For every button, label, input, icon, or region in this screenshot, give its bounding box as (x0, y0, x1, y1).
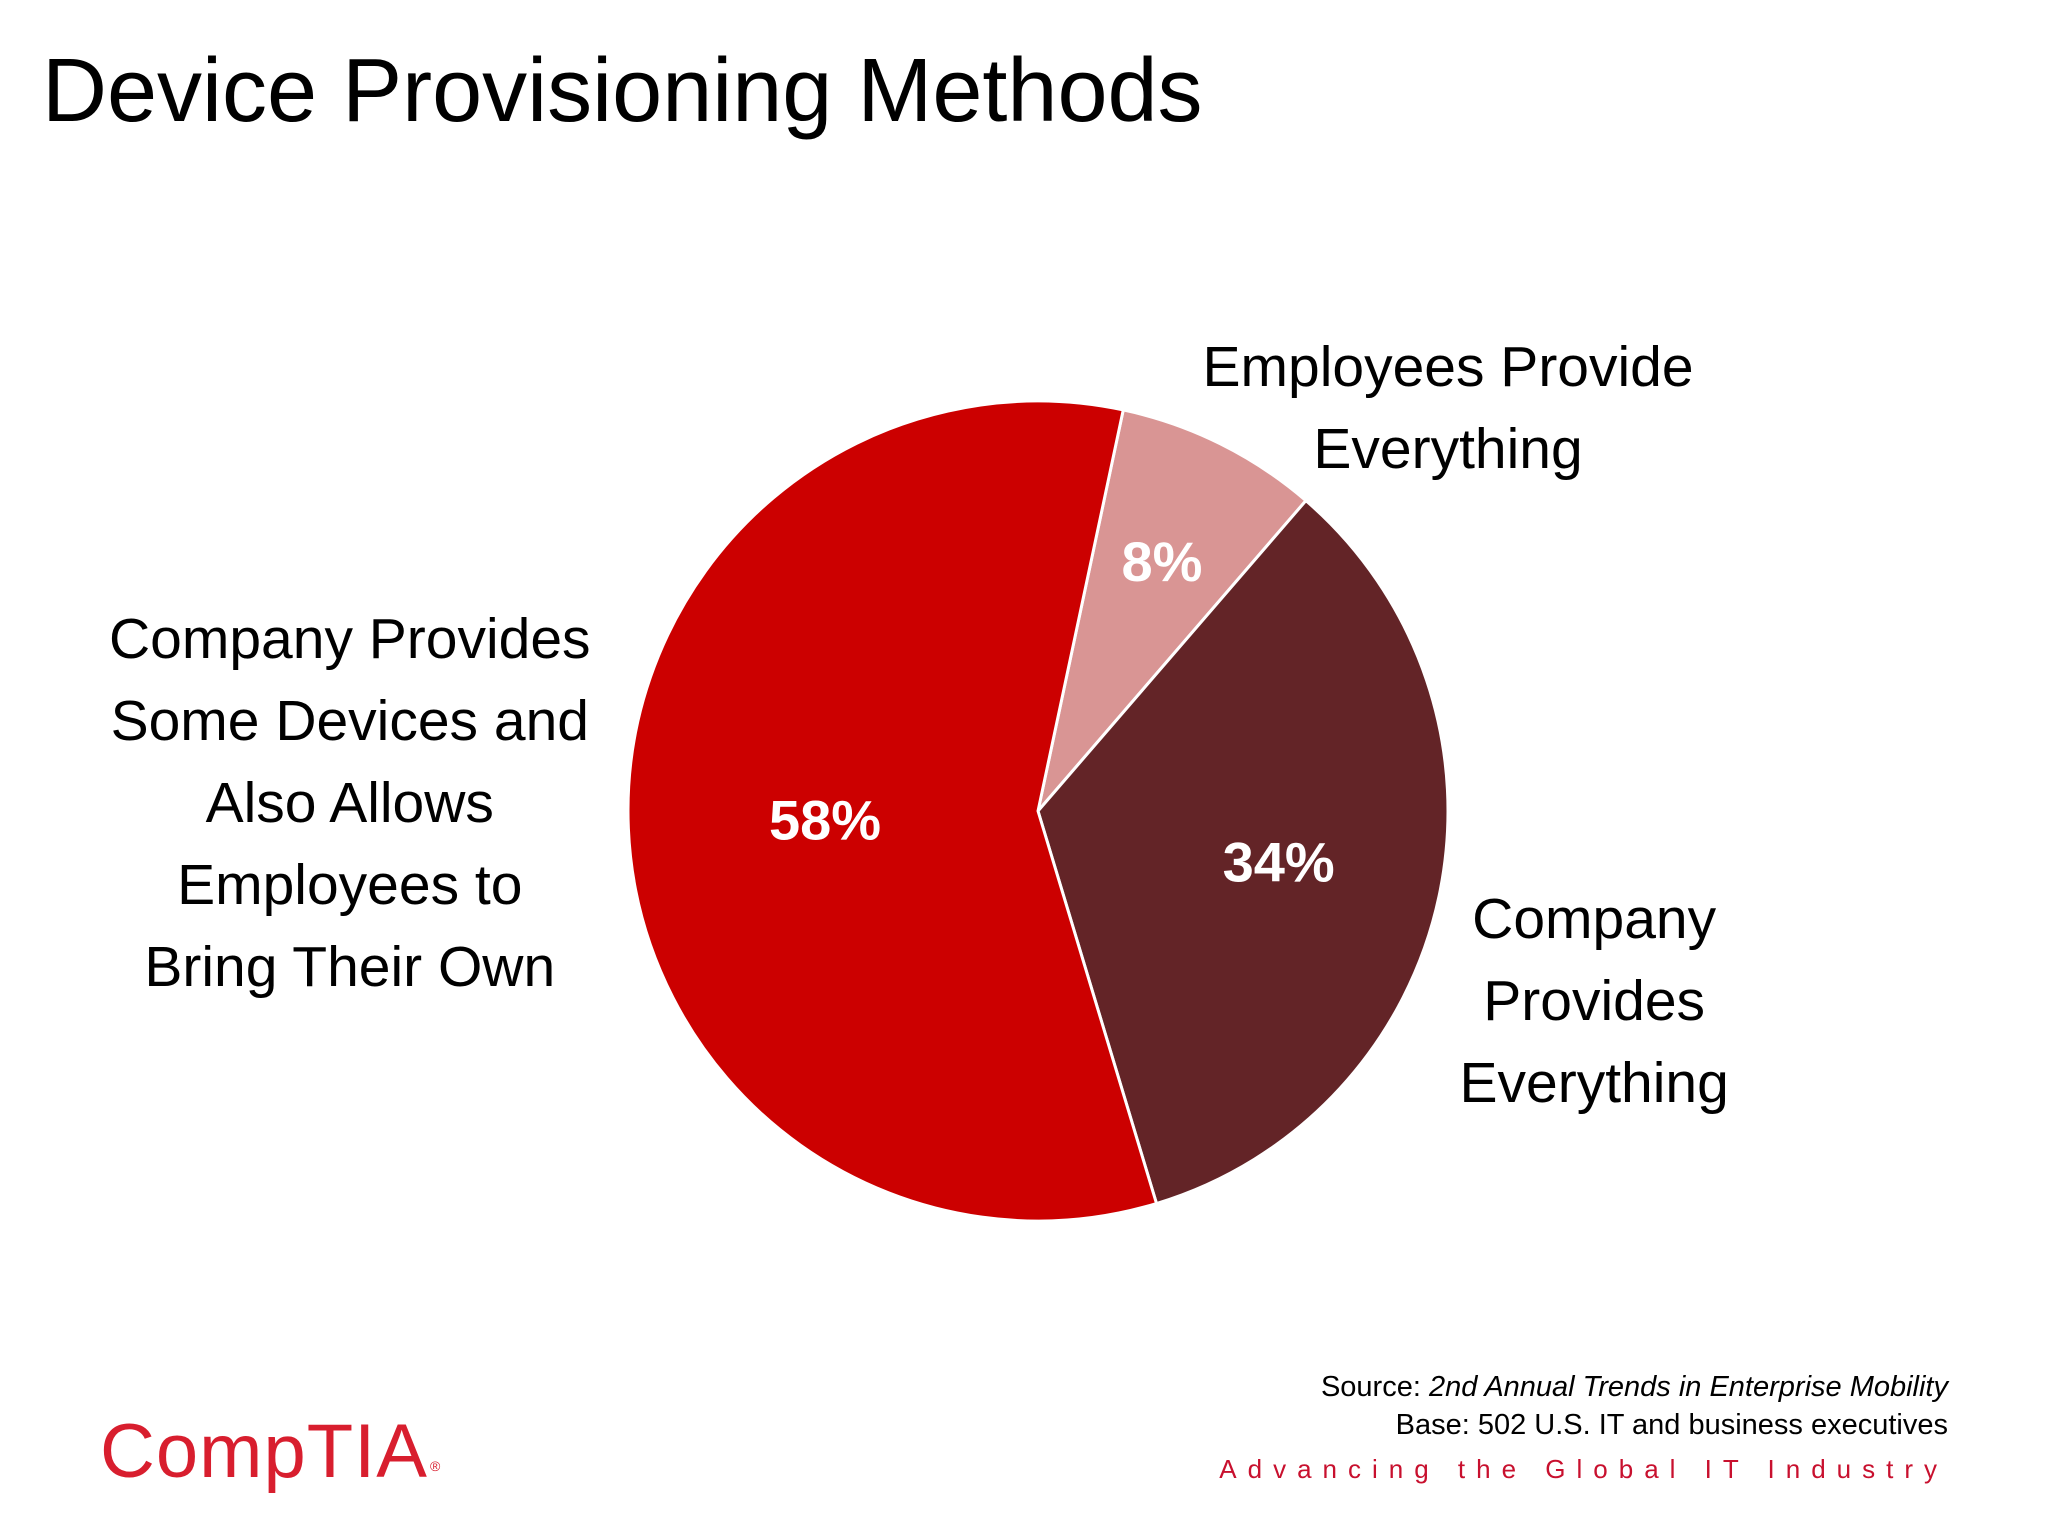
category-label-line: Also Allows (205, 771, 494, 835)
category-label-line: Employees Provide (1202, 335, 1694, 399)
source-title: 2nd Annual Trends in Enterprise Mobility (1428, 1371, 1948, 1403)
category-label-employees-provide-everything: Employees Provide Everything (1203, 326, 1694, 490)
tagline: Advancing the Global IT Industry (1219, 1454, 1948, 1484)
pie-slice-2 (626, 399, 1159, 1223)
category-label-line: Some Devices and (110, 689, 589, 753)
base-line: Base: 502 U.S. IT and business executive… (1395, 1409, 1948, 1441)
category-label-line: Provides (1483, 969, 1706, 1033)
source-note: Source: 2nd Annual Trends in Enterprise … (1321, 1368, 1948, 1444)
pie-value-labels: 8% 34% 58% (769, 530, 1335, 894)
slice-value-label-0: 8% (1121, 530, 1202, 593)
category-label-line: Company Provides (109, 607, 591, 671)
logo-text: CompTIA (100, 1409, 428, 1494)
source-line: Source: 2nd Annual Trends in Enterprise … (1321, 1368, 1948, 1406)
category-label-line: Everything (1313, 417, 1583, 481)
source-prefix: Source: (1320, 1371, 1429, 1403)
category-label-line: Bring Their Own (144, 935, 556, 999)
page-title: Device Provisioning Methods (42, 41, 1203, 141)
category-label-line: Employees to (177, 853, 523, 917)
pie-slice-0 (1036, 408, 1309, 812)
category-label-line: Company (1472, 887, 1717, 951)
slice-value-label-2: 58% (769, 788, 881, 851)
category-label-line: Everything (1459, 1051, 1729, 1115)
category-label-company-provides-everything: Company Provides Everything (1460, 878, 1729, 1124)
slice-value-label-1: 34% (1223, 831, 1335, 894)
pie-slice-1 (1036, 498, 1450, 1206)
category-label-company-provides-some-devices: Company Provides Some Devices and Also All… (109, 598, 591, 1008)
comptia-logo: CompTIA ® (100, 1408, 441, 1495)
pie-slices (626, 399, 1450, 1223)
registered-mark: ® (429, 1458, 442, 1474)
